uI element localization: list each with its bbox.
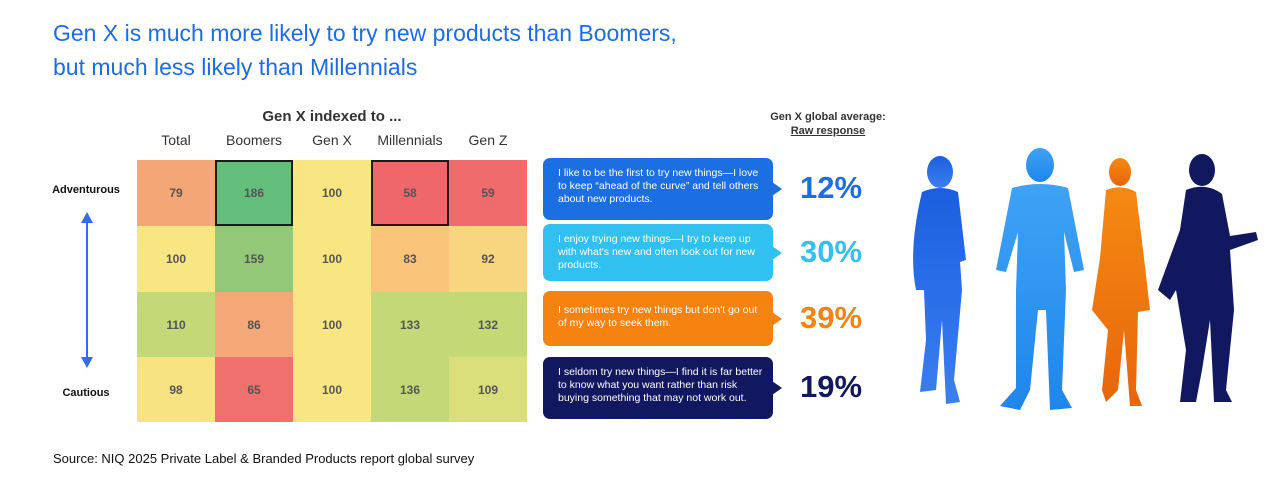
column-header-boomers: Boomers bbox=[225, 132, 283, 148]
response-percentage: 19% bbox=[800, 369, 863, 404]
heatmap-cell: 65 bbox=[215, 357, 293, 422]
heatmap-cell: 186 bbox=[215, 160, 293, 226]
silhouette-woman-2 bbox=[1092, 158, 1150, 406]
raw-response-heading-line-2: Raw response bbox=[790, 125, 866, 137]
response-percentage: 12% bbox=[800, 170, 863, 205]
row-label-cautious: Cautious bbox=[62, 387, 110, 399]
heatmap-title: Gen X indexed to ... bbox=[262, 108, 402, 125]
heatmap-cell: 136 bbox=[371, 357, 449, 422]
heatmap-cell: 159 bbox=[215, 226, 293, 292]
title-line-2: but much less likely than Millennials bbox=[53, 54, 418, 80]
title-line-1: Gen X is much more likely to try new pro… bbox=[53, 20, 677, 46]
heatmap-cell: 100 bbox=[293, 292, 371, 357]
heatmap-cell: 100 bbox=[293, 226, 371, 292]
column-header-gen-x: Gen X bbox=[312, 132, 352, 148]
silhouette-man bbox=[996, 148, 1084, 410]
heatmap-cell: 83 bbox=[371, 226, 449, 292]
heatmap-cell: 100 bbox=[293, 160, 371, 226]
page-title: Gen X is much more likely to try new pro… bbox=[53, 16, 677, 84]
source-note: Source: NIQ 2025 Private Label & Branded… bbox=[53, 451, 475, 466]
heatmap-cell: 79 bbox=[137, 160, 215, 226]
response-bubble: I sometimes try new things but don't go … bbox=[543, 291, 782, 346]
raw-response-heading-line-1: Gen X global average: bbox=[770, 111, 886, 123]
heatmap-cell: 98 bbox=[137, 357, 215, 422]
column-header-total: Total bbox=[161, 132, 191, 148]
heatmap-cell: 59 bbox=[449, 160, 527, 226]
heatmap-cell: 100 bbox=[137, 226, 215, 292]
double-arrow-icon bbox=[81, 212, 93, 368]
raw-response-heading: Gen X global average: Raw response bbox=[748, 110, 908, 138]
heatmap-grid: 79 186 100 58 59 100 159 100 83 92 110 86 100 133 132 9… bbox=[137, 160, 527, 422]
heatmap-cell: 92 bbox=[449, 226, 527, 292]
column-header-millennials: Millennials bbox=[377, 132, 443, 148]
heatmap-cell: 100 bbox=[293, 357, 371, 422]
response-percentage: 39% bbox=[800, 299, 863, 335]
column-header-gen-z: Gen Z bbox=[468, 132, 508, 148]
heatmap-cell: 109 bbox=[449, 357, 527, 422]
silhouette-woman-1 bbox=[913, 156, 966, 404]
response-bubble: I seldom try new things—I find it is far… bbox=[543, 357, 782, 419]
response-bubble: I like to be the first to try new things… bbox=[543, 158, 782, 220]
people-silhouettes-image bbox=[913, 148, 1258, 410]
heatmap-cell: 86 bbox=[215, 292, 293, 357]
response-bubble: I enjoy trying new things—I try to keep … bbox=[543, 224, 782, 281]
heatmap-cell: 58 bbox=[371, 160, 449, 226]
row-label-adventurous: Adventurous bbox=[52, 184, 120, 196]
heatmap-cell: 110 bbox=[137, 292, 215, 357]
heatmap-cell: 133 bbox=[371, 292, 449, 357]
heatmap-cell: 132 bbox=[449, 292, 527, 357]
silhouette-woman-3 bbox=[1158, 154, 1258, 402]
response-percentage: 30% bbox=[800, 233, 863, 269]
